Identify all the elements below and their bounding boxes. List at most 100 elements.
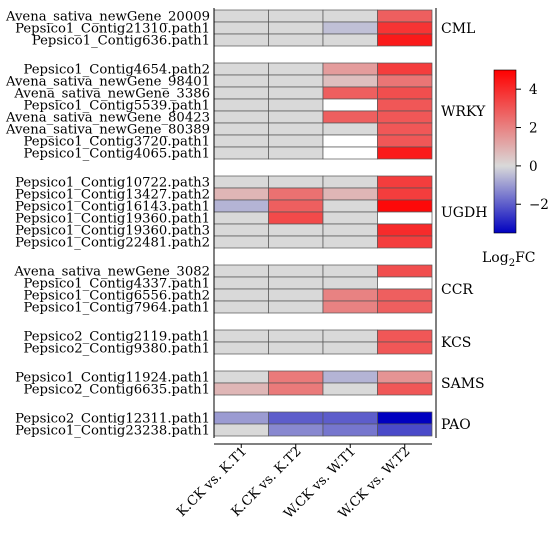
- row-label: Pepsico1_Contig11924.path1: [15, 371, 210, 386]
- heatmap-cell: [377, 74, 433, 88]
- heatmap-cell: [213, 341, 269, 355]
- heatmap-cell: [213, 62, 269, 76]
- row-label: Pepsico1_Contig4337.path1: [23, 277, 210, 292]
- row-label: Pepsico1_Contig6556.path2: [23, 289, 210, 304]
- heatmap-cell: [268, 98, 324, 112]
- heatmap-cell: [268, 423, 324, 437]
- row-label: Pepsico1_Contig10722.path3: [15, 176, 210, 191]
- row-label: Avena_sativa_newGene_3082: [13, 265, 210, 280]
- heatmap-cell: [213, 33, 269, 47]
- row-label: Pepsico1_Contig3720.path1: [23, 135, 210, 150]
- heatmap-cell: [377, 21, 433, 35]
- heatmap-cell: [377, 329, 433, 343]
- heatmap-cell: [268, 110, 324, 124]
- colorbar-label: Log2FC: [482, 250, 536, 269]
- heatmap-cell: [213, 187, 269, 201]
- heatmap-cell: [377, 288, 433, 302]
- row-label: Pepsico1_Contig5539.path1: [23, 99, 210, 114]
- heatmap-cell: [213, 9, 269, 23]
- row-label: Avena_sativa_newGene_80389: [5, 123, 210, 138]
- heatmap-cell: [377, 33, 433, 47]
- group-label: SAMS: [441, 376, 485, 392]
- heatmap-cell: [268, 86, 324, 100]
- heatmap-cell: [213, 276, 269, 290]
- heatmap-cell: [213, 329, 269, 343]
- group-label: CCR: [441, 282, 473, 298]
- heatmap-cell: [268, 33, 324, 47]
- row-label: Pepsico1_Contig23238.path1: [15, 424, 210, 439]
- heatmap-cell: [322, 187, 378, 201]
- heatmap-cell: [322, 300, 378, 314]
- heatmap-cell: [377, 134, 433, 148]
- row-label: Pepsico2_Contig6635.path1: [23, 383, 210, 398]
- heatmap-cell: [268, 300, 324, 314]
- colorbar-tick-label: 0: [529, 159, 538, 175]
- row-label: Pepsico1_Contig19360.path1: [15, 212, 210, 227]
- heatmap-cell: [268, 211, 324, 225]
- heatmap-cell: [377, 411, 433, 425]
- row-label: Pepsico1_Contig22481.path2: [15, 236, 210, 251]
- heatmap-cell: [322, 110, 378, 124]
- row-label: Pepsico1_Contig21310.path1: [15, 22, 210, 37]
- heatmap-cell: [322, 33, 378, 47]
- group-label: CML: [441, 21, 475, 37]
- heatmap-cell: [377, 382, 433, 396]
- heatmap-cell: [268, 175, 324, 189]
- heatmap-cell: [213, 110, 269, 124]
- heatmap-cell: [213, 300, 269, 314]
- heatmap-cell: [377, 264, 433, 278]
- heatmap-cell: [377, 423, 433, 437]
- heatmap-cell: [213, 223, 269, 237]
- row-label: Pepsico1_Contig636.path1: [32, 34, 210, 49]
- heatmap-cell: [213, 423, 269, 437]
- group-label: KCS: [441, 335, 471, 351]
- heatmap-cell: [322, 134, 378, 148]
- heatmap-cell: [213, 74, 269, 88]
- heatmap-cell: [377, 146, 433, 160]
- heatmap-cell: [377, 199, 433, 213]
- row-label: Pepsico1_Contig13427.path2: [15, 188, 210, 203]
- row-label: Pepsico1_Contig4654.path2: [23, 63, 210, 78]
- group-label: PAO: [441, 417, 471, 433]
- row-label: Pepsico2_Contig9380.path1: [23, 342, 210, 357]
- row-label: Pepsico1_Contig19360.path3: [15, 224, 210, 239]
- heatmap-cell: [322, 146, 378, 160]
- heatmap-cell: [268, 187, 324, 201]
- heatmap-cell: [377, 62, 433, 76]
- heatmap-cell: [377, 122, 433, 136]
- row-label: Pepsico2_Contig2119.path1: [23, 330, 210, 345]
- heatmap-cell: [322, 235, 378, 249]
- heatmap-cell: [377, 211, 433, 225]
- heatmap-cell: [213, 98, 269, 112]
- heatmap-cell: [268, 276, 324, 290]
- heatmap-cell: [322, 370, 378, 384]
- heatmap-cell: [377, 341, 433, 355]
- heatmap-cell: [213, 134, 269, 148]
- heatmap-cell: [322, 288, 378, 302]
- heatmap-cell: [213, 235, 269, 249]
- heatmap-cell: [322, 9, 378, 23]
- heatmap-cell: [213, 122, 269, 136]
- heatmap-cell: [213, 21, 269, 35]
- heatmap-cell: [322, 341, 378, 355]
- row-label: Pepsico1_Contig7964.path1: [23, 301, 210, 316]
- colorbar-tick-label: 4: [529, 82, 538, 98]
- heatmap-cell: [268, 199, 324, 213]
- heatmap-cell: [377, 370, 433, 384]
- colorbar: [493, 69, 517, 234]
- heatmap-cell: [322, 223, 378, 237]
- row-label: Pepsico1_Contig16143.path1: [15, 200, 210, 215]
- heatmap-cell: [268, 235, 324, 249]
- heatmap-cell: [377, 86, 433, 100]
- heatmap-cell: [322, 211, 378, 225]
- heatmap-cell: [322, 411, 378, 425]
- row-label: Avena_sativa_newGene_3386: [13, 87, 210, 102]
- heatmap-cell: [377, 300, 433, 314]
- heatmap-cell: [268, 122, 324, 136]
- heatmap-cell: [377, 187, 433, 201]
- heatmap-cell: [377, 9, 433, 23]
- row-label: Avena_sativa_newGene_20009: [5, 10, 210, 25]
- row-label: Avena_sativa_newGene_98401: [5, 75, 210, 90]
- row-label: Pepsico2_Contig12311.path1: [15, 412, 210, 427]
- heatmap-cell: [213, 264, 269, 278]
